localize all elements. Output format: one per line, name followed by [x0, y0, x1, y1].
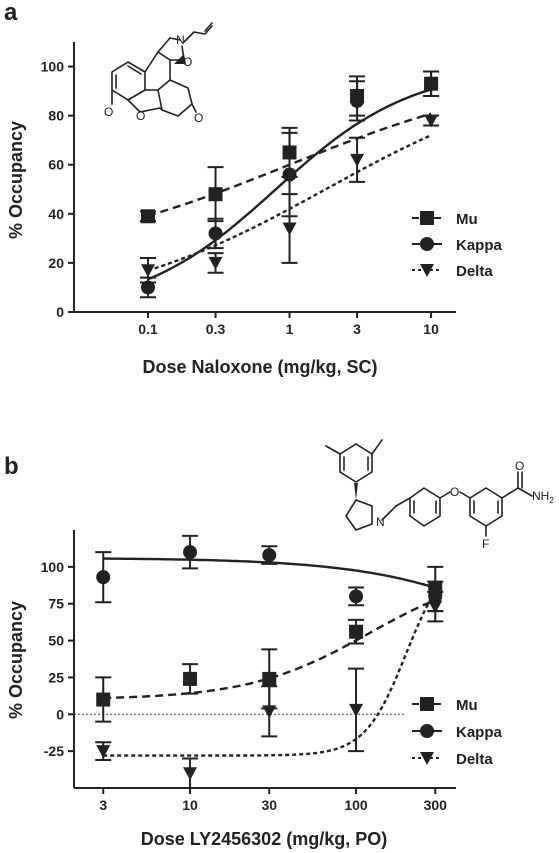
legend-label-delta-b: Delta [456, 751, 493, 768]
data-point-mu-b [96, 692, 111, 707]
data-point-kappa-b [262, 548, 277, 563]
y-tick-label-a: 100 [41, 59, 65, 75]
x-tick-label-a: 10 [423, 321, 439, 337]
y-tick-label-a: 0 [56, 304, 64, 320]
data-point-delta-b [262, 705, 277, 719]
x-tick-label-b: 30 [261, 797, 277, 813]
data-point-kappa-a [208, 226, 223, 241]
legend-item-kappa-b: Kappa [412, 724, 503, 741]
data-point-delta-b [349, 703, 364, 717]
panel-b: b N O F O [4, 439, 554, 849]
y-axis-title-a: % Occupancy [6, 121, 26, 239]
x-tick-label-b: 3 [99, 797, 107, 813]
legend-item-kappa-a: Kappa [412, 237, 503, 254]
data-point-mu-b [183, 671, 198, 686]
x-axis-title-b: Dose LY2456302 (mg/kg, PO) [141, 829, 387, 849]
y-tick-label-a: 80 [48, 108, 64, 124]
data-point-delta-a [424, 114, 439, 128]
data-point-kappa-b [349, 589, 364, 604]
y-tick-label-a: 20 [48, 255, 64, 271]
legend-label-mu-a: Mu [456, 211, 478, 228]
legend-label-mu-b: Mu [456, 697, 478, 714]
y-tick-label-a: 60 [48, 157, 64, 173]
y-tick-label-b: -25 [44, 743, 64, 759]
y-tick-label-b: 50 [48, 633, 64, 649]
plot-area-b: -25 0 25 50 75 100 3 10 30 100 300 [41, 530, 456, 813]
data-point-delta-a [141, 264, 156, 278]
ly-atom-nh2: NH2 [532, 489, 554, 505]
y-tick-label-b: 0 [56, 706, 64, 722]
x-tick-label-b: 100 [344, 797, 368, 813]
y-tick-label-b: 75 [48, 596, 64, 612]
data-point-delta-a [282, 222, 297, 236]
LY2456302-structure-icon: N O F O NH2 [325, 439, 554, 551]
y-tick-label-a: 40 [48, 206, 64, 222]
naloxone-atom-o-hydroxyl: O [183, 55, 192, 69]
data-point-mu-a [208, 187, 223, 202]
panel-a: a N O O O O 0 20 40 60 80 100 0.1 0.3 1 3 10 [4, 0, 503, 377]
y-axis-title-b: % Occupancy [6, 601, 26, 719]
plot-area-a: 0 20 40 60 80 100 0.1 0.3 1 3 10 [41, 42, 456, 337]
data-point-delta-a [208, 256, 223, 270]
data-point-delta-a [350, 153, 365, 167]
x-tick-label-a: 3 [353, 321, 361, 337]
legend-label-kappa-a: Kappa [456, 237, 503, 254]
data-point-delta-b [428, 600, 443, 614]
data-point-mu-b [262, 671, 277, 686]
fit-curve-mu-b [103, 598, 436, 700]
ly-atom-n: N [376, 515, 385, 529]
x-tick-label-b: 300 [424, 797, 448, 813]
legend-item-mu-b: Mu [412, 697, 478, 714]
naloxone-atom-n: N [176, 33, 185, 47]
ly-atom-o-ether: O [450, 485, 459, 499]
legend-item-mu-a: Mu [412, 211, 478, 228]
legend-label-kappa-b: Kappa [456, 724, 503, 741]
naloxone-structure-icon: N O O O O [104, 22, 213, 125]
panel-letter-b: b [4, 453, 19, 480]
x-tick-label-a: 1 [286, 321, 294, 337]
naloxone-atom-o-phenol: O [104, 105, 113, 119]
data-point-kappa-b [96, 570, 111, 585]
naloxone-atom-o-ketone: O [194, 111, 203, 125]
data-point-kappa-a [282, 167, 297, 182]
y-tick-label-b: 25 [48, 669, 64, 685]
data-point-mu-a [141, 209, 156, 224]
data-point-kappa-b [183, 545, 198, 560]
x-axis-title-a: Dose Naloxone (mg/kg, SC) [142, 357, 377, 377]
x-tick-label-a: 0.1 [138, 321, 158, 337]
y-tick-label-b: 100 [41, 559, 65, 575]
legend-label-delta-a: Delta [456, 263, 493, 280]
legend-item-delta-a: Delta [412, 263, 493, 280]
legend-b: Mu Kappa Delta [412, 697, 503, 768]
data-point-mu-b [349, 624, 364, 639]
panel-letter-a: a [4, 0, 18, 26]
legend-item-delta-b: Delta [412, 751, 493, 768]
x-tick-label-b: 10 [182, 797, 198, 813]
ly-atom-f: F [482, 537, 489, 551]
legend-a: Mu Kappa Delta [412, 211, 503, 280]
x-tick-label-a: 0.3 [206, 321, 226, 337]
naloxone-atom-o-ether: O [136, 109, 145, 123]
data-point-kappa-a [141, 280, 156, 295]
data-point-kappa-a [424, 76, 439, 91]
data-point-kappa-a [350, 93, 365, 108]
ly-atom-o-amide: O [515, 459, 524, 473]
data-point-delta-b [183, 767, 198, 781]
data-point-delta-b [96, 745, 111, 759]
